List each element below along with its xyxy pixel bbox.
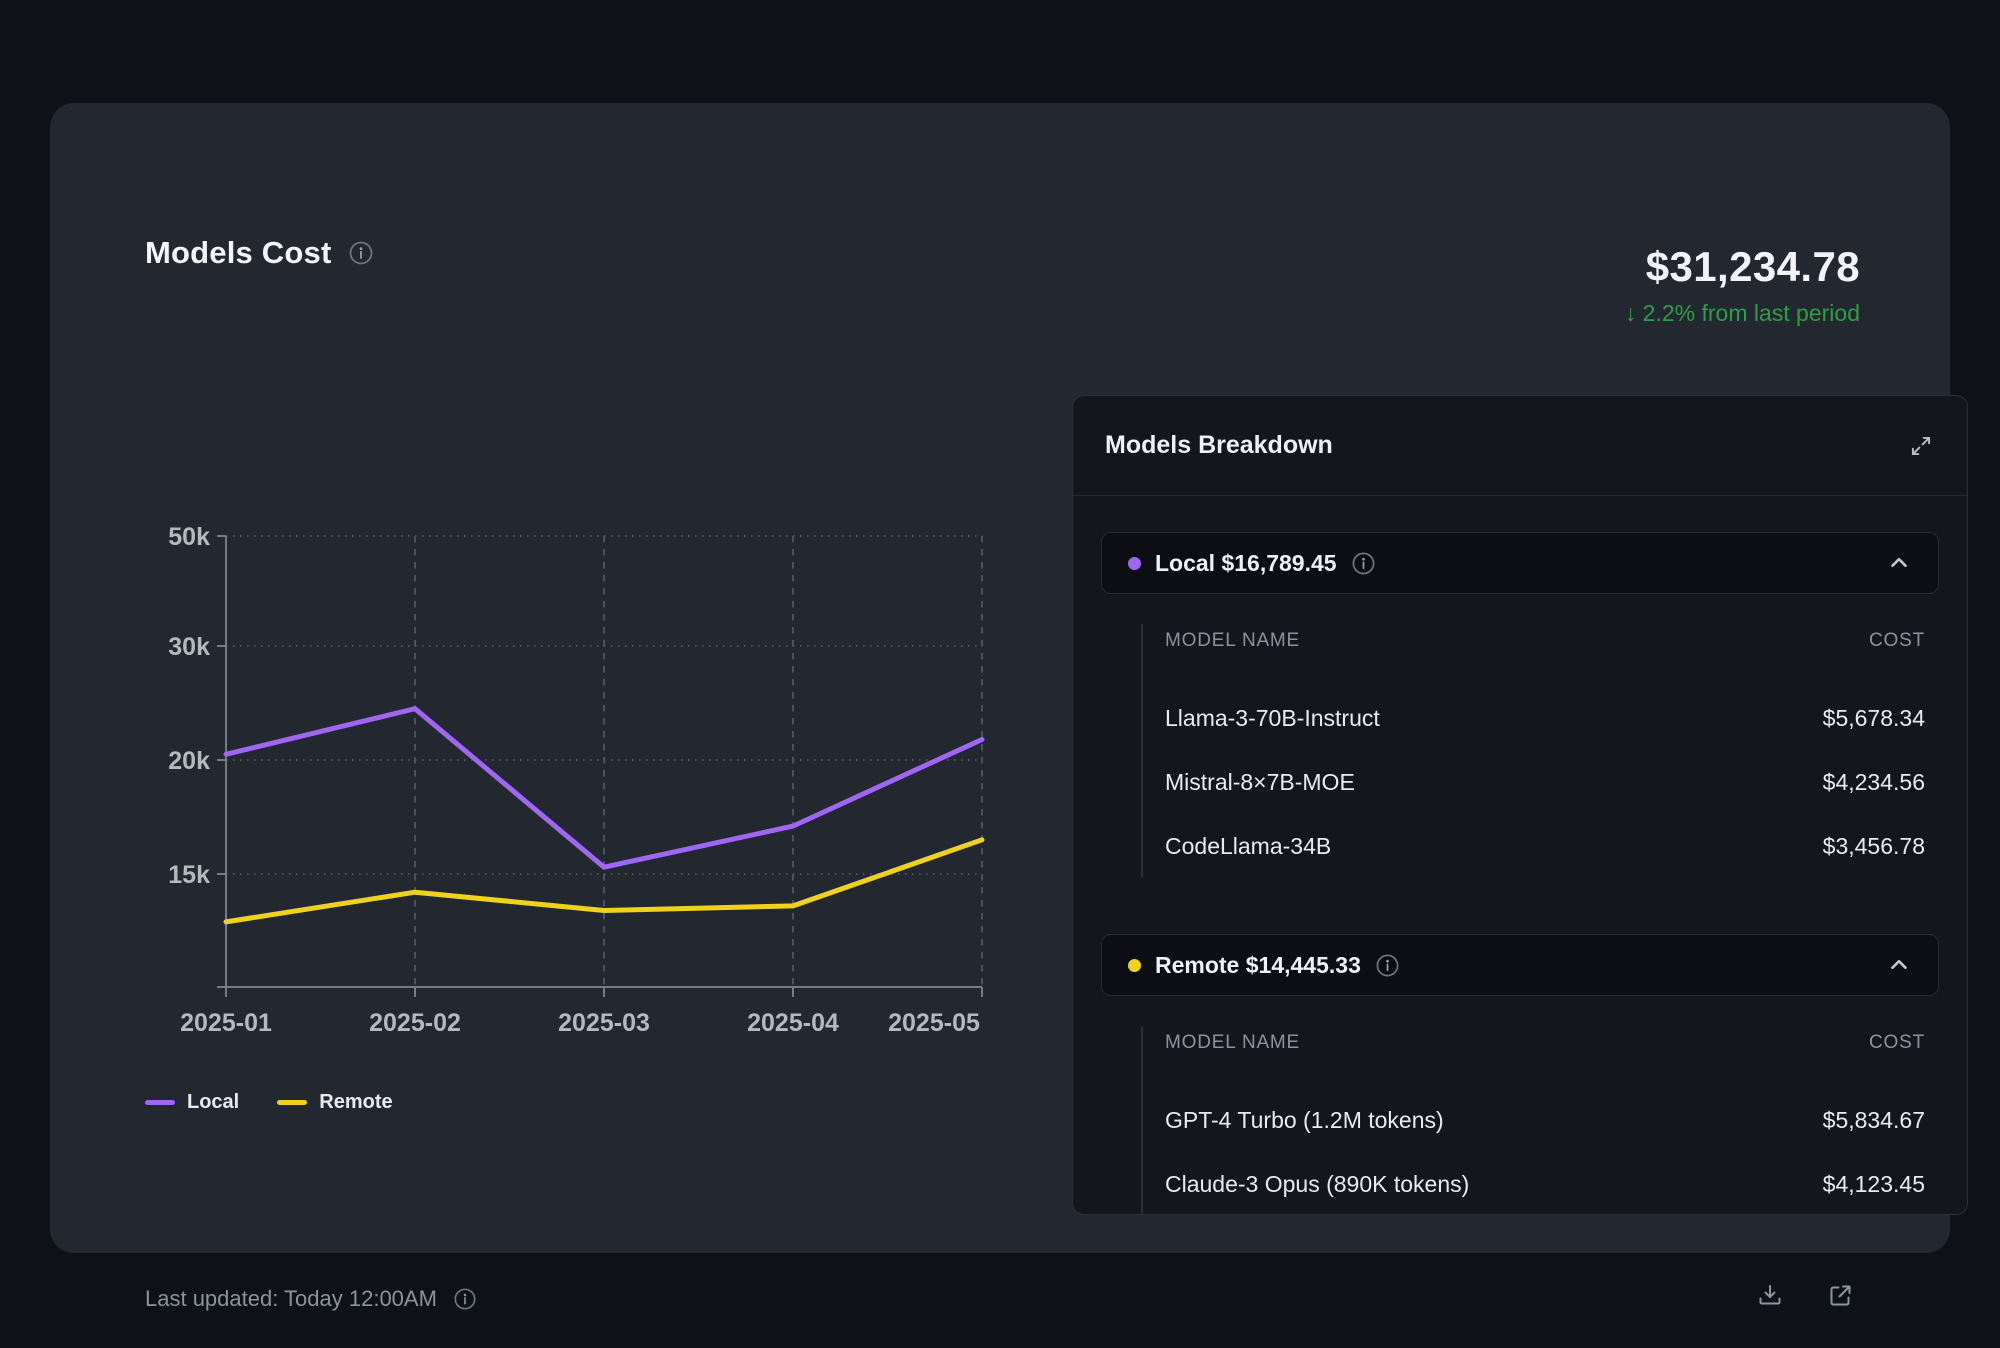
card-header: Models Cost — [145, 235, 374, 271]
breakdown-section: Remote $14,445.33 MODEL NAME COST GPT-4 — [1101, 934, 1939, 1214]
model-cost: $3,456.78 — [1822, 832, 1925, 859]
panel-title: Models Breakdown — [1105, 431, 1333, 459]
panel-body: Local $16,789.45 MODEL NAME COST Llama-3 — [1073, 496, 1967, 1214]
delta-from-last-period: ↓ 2.2% from last period — [1624, 300, 1860, 326]
table-header: MODEL NAME COST — [1165, 1032, 1925, 1054]
y-axis-label: 20k — [168, 747, 210, 775]
x-axis-label: 2025-02 — [369, 1009, 461, 1037]
y-axis-label: 30k — [168, 633, 210, 661]
last-updated-text: Last updated: Today 12:00AM — [145, 1286, 437, 1311]
model-cost: $5,678.34 — [1822, 704, 1925, 731]
table-row: Mistral-8×7B-MOE $4,234.56 — [1165, 750, 1925, 814]
breakdown-section: Local $16,789.45 MODEL NAME COST Llama-3 — [1101, 532, 1939, 878]
card-actions — [1755, 1281, 1855, 1311]
legend-label: Local — [187, 1091, 240, 1113]
section-table: MODEL NAME COST GPT-4 Turbo (1.2M tokens… — [1141, 1026, 1939, 1214]
total-cost: $31,234.78 — [1645, 243, 1860, 290]
x-axis-label: 2025-04 — [747, 1009, 839, 1037]
series-line-local — [223, 706, 985, 870]
models-cost-card: Models Cost $31,234.78 ↓ 2.2% from last … — [50, 103, 1968, 1311]
breakdown-section-header[interactable]: Remote $14,445.33 — [1101, 934, 1939, 996]
table-row: Claude-3 Opus (890K tokens) $4,123.45 — [1165, 1152, 1925, 1214]
series-line-remote — [223, 837, 985, 925]
legend-item-remote[interactable]: Remote — [277, 1091, 393, 1114]
column-header-cost: COST — [1869, 630, 1925, 651]
table-header: MODEL NAME COST — [1165, 630, 1925, 652]
chart-legend: Local Remote — [145, 1091, 393, 1114]
models-breakdown-panel: Models Breakdown Local $16,789.45 — [1072, 395, 1968, 1215]
info-icon[interactable] — [348, 240, 374, 266]
column-header-cost: COST — [1869, 1032, 1925, 1053]
chevron-up-icon[interactable] — [1886, 952, 1912, 978]
chevron-up-icon[interactable] — [1886, 550, 1912, 576]
info-icon[interactable] — [1375, 953, 1400, 978]
x-axis-label: 2025-03 — [558, 1009, 650, 1037]
table-row: CodeLlama-34B $3,456.78 — [1165, 814, 1925, 878]
y-axis-label: 15k — [168, 861, 210, 889]
model-name: CodeLlama-34B — [1165, 832, 1332, 859]
last-updated: Last updated: Today 12:00AM — [145, 1286, 477, 1312]
series-color-dot — [1128, 556, 1141, 570]
external-link-icon[interactable] — [1825, 1281, 1855, 1311]
cost-summary: $31,234.78 ↓ 2.2% from last period — [1625, 243, 1860, 327]
download-icon[interactable] — [1755, 1281, 1785, 1311]
panel-header: Models Breakdown — [1073, 396, 1967, 496]
model-name: GPT-4 Turbo (1.2M tokens) — [1165, 1106, 1444, 1133]
x-axis-label: 2025-01 — [180, 1009, 272, 1037]
model-cost: $5,834.67 — [1822, 1106, 1925, 1133]
cost-line-chart[interactable]: 15k 20k 30k 50k 2025-01 2025-02 2025-03 2025-04… — [130, 523, 1030, 1063]
model-name: Mistral-8×7B-MOE — [1165, 768, 1355, 795]
column-header-model-name: MODEL NAME — [1165, 630, 1301, 651]
info-icon[interactable] — [453, 1287, 477, 1311]
series-color-dot — [1128, 958, 1141, 972]
page-title: Models Cost — [145, 235, 332, 270]
section-label: Local $16,789.45 — [1155, 549, 1337, 576]
legend-item-local[interactable]: Local — [145, 1091, 239, 1114]
local-series-dash — [145, 1100, 175, 1105]
model-cost: $4,234.56 — [1822, 768, 1925, 795]
y-axis-label: 50k — [168, 523, 210, 551]
table-row: GPT-4 Turbo (1.2M tokens) $5,834.67 — [1165, 1088, 1925, 1152]
x-axis-label: 2025-05 — [888, 1009, 980, 1037]
model-cost: $4,123.45 — [1822, 1170, 1925, 1197]
expand-icon[interactable] — [1907, 432, 1935, 460]
section-label: Remote $14,445.33 — [1155, 951, 1361, 978]
model-name: Claude-3 Opus (890K tokens) — [1165, 1170, 1470, 1197]
section-table: MODEL NAME COST Llama-3-70B-Instruct $5,… — [1141, 624, 1939, 878]
table-row: Llama-3-70B-Instruct $5,678.34 — [1165, 686, 1925, 750]
info-icon[interactable] — [1351, 551, 1376, 576]
legend-label: Remote — [319, 1091, 393, 1113]
remote-series-dash — [277, 1100, 308, 1105]
column-header-model-name: MODEL NAME — [1165, 1032, 1301, 1053]
model-name: Llama-3-70B-Instruct — [1165, 704, 1380, 731]
breakdown-section-header[interactable]: Local $16,789.45 — [1101, 532, 1939, 594]
